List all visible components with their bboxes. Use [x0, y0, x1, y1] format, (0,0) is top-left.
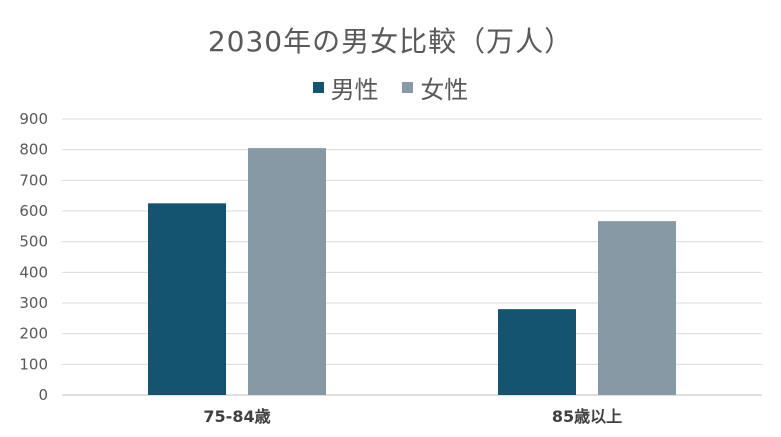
x-category-label: 85歳以上 — [552, 407, 622, 426]
y-tick-label: 300 — [19, 294, 48, 312]
bar-male-0 — [148, 203, 226, 395]
legend-item-female: 女性 — [402, 70, 468, 105]
legend-label-female: 女性 — [420, 76, 469, 104]
x-category-label: 75-84歳 — [203, 407, 270, 426]
legend-swatch-male — [312, 82, 324, 93]
y-tick-label: 200 — [19, 325, 48, 343]
y-tick-label: 100 — [19, 355, 48, 373]
y-tick-label: 600 — [19, 202, 48, 220]
y-tick-label: 0 — [38, 386, 48, 404]
legend-item-male: 男性 — [312, 70, 379, 105]
bar-male-1 — [498, 309, 576, 395]
y-tick-label: 800 — [19, 141, 48, 159]
y-tick-label: 400 — [19, 263, 48, 281]
bar-female-0 — [248, 148, 326, 395]
legend: 男性 女性 — [0, 70, 781, 105]
y-tick-label: 500 — [19, 233, 48, 251]
legend-swatch-female — [402, 82, 414, 93]
bar-female-1 — [598, 221, 676, 395]
y-tick-label: 900 — [19, 110, 48, 128]
y-tick-label: 700 — [19, 171, 48, 189]
legend-label-male: 男性 — [330, 76, 379, 104]
chart-title: 2030年の男女比較（万人） — [207, 25, 574, 58]
